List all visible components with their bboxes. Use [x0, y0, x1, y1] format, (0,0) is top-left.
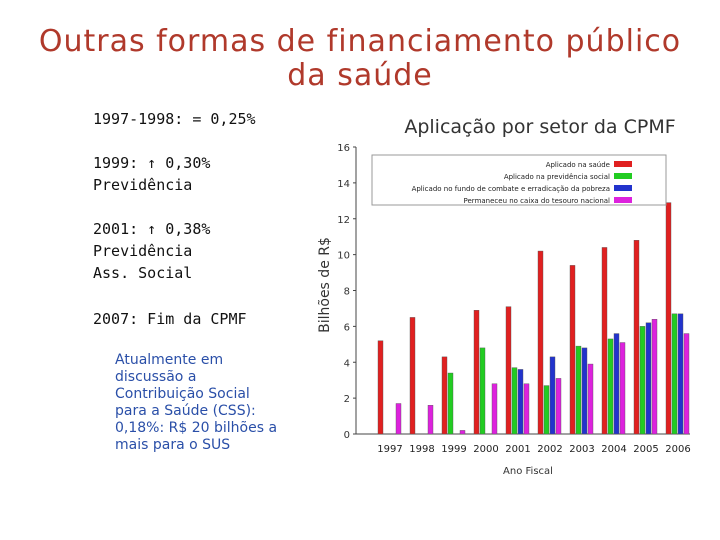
y-tick-label: 10	[337, 251, 350, 262]
bar	[409, 317, 416, 435]
bar	[587, 363, 594, 435]
bar	[677, 313, 684, 435]
legend-swatch	[614, 173, 632, 179]
bar	[633, 240, 640, 435]
y-tick-label: 14	[337, 179, 350, 190]
x-tick-label: 2000	[473, 444, 498, 455]
legend-label: Aplicado na saúde	[546, 161, 610, 169]
x-tick-label: 2005	[633, 444, 658, 455]
bar	[517, 369, 524, 435]
bar	[645, 322, 652, 435]
y-tick-label: 6	[344, 322, 350, 333]
x-tick-label: 1999	[441, 444, 466, 455]
text-line: 2001: ↑ 0,38%	[93, 220, 211, 238]
bar	[479, 347, 486, 435]
bar	[651, 319, 658, 435]
x-tick-label: 2002	[537, 444, 562, 455]
bar	[511, 367, 518, 435]
legend-label: Permaneceu no caixa do tesouro nacional	[464, 197, 611, 205]
text-line: Ass. Social	[93, 264, 193, 282]
y-tick-label: 8	[344, 287, 350, 298]
slide-title: Outras formas de financiamento público	[38, 24, 682, 59]
text-line: 1997-1998: = 0,25%	[93, 110, 256, 128]
bar	[395, 403, 402, 435]
note-line: Atualmente em	[115, 352, 224, 368]
bar	[441, 356, 448, 435]
y-tick-label: 2	[344, 394, 350, 405]
y-tick-label: 0	[344, 430, 350, 441]
text-block: 1999: ↑ 0,30% Previdência	[93, 152, 210, 196]
legend-swatch	[614, 161, 632, 167]
x-axis-label: Ano Fiscal	[503, 466, 553, 477]
y-tick-label: 16	[337, 143, 350, 154]
note-line: para a Saúde (CSS):	[115, 403, 256, 419]
bar	[523, 383, 530, 435]
x-tick-label: 1998	[409, 444, 434, 455]
bar	[377, 340, 384, 435]
y-axis-label: Bilhões de R$	[317, 237, 333, 333]
legend-swatch	[614, 197, 632, 203]
slide-title: da saúde	[287, 58, 433, 93]
x-tick-label: 1997	[377, 444, 402, 455]
bar	[575, 345, 582, 435]
bar	[619, 342, 626, 435]
note-line: 0,18%: R$ 20 bilhões a	[115, 420, 278, 436]
note: Atualmente em discussão a Contribuição Soc…	[115, 352, 277, 454]
text-line: 2007: Fim da CPMF	[93, 310, 247, 328]
note-line: mais para o SUS	[115, 437, 231, 453]
bar	[613, 333, 620, 435]
bar	[581, 347, 588, 435]
text-line: Previdência	[93, 242, 193, 260]
bar	[505, 306, 512, 435]
bar	[607, 338, 614, 435]
legend-swatch	[614, 185, 632, 191]
bar	[639, 326, 646, 435]
y-tick-label: 4	[344, 358, 350, 369]
bar	[601, 247, 608, 435]
y-tick-label: 12	[337, 215, 350, 226]
bar	[555, 378, 562, 435]
bar	[427, 405, 434, 435]
bar	[459, 430, 466, 435]
bar	[549, 356, 556, 435]
note-line: discussão a	[115, 369, 197, 385]
bar	[683, 333, 690, 435]
bar	[671, 313, 678, 435]
x-tick-label: 2001	[505, 444, 530, 455]
text-block: 2001: ↑ 0,38% Previdência Ass. Social	[93, 218, 210, 284]
bar	[537, 250, 544, 435]
bar	[473, 310, 480, 435]
text-block: 1997-1998: = 0,25%	[93, 108, 256, 130]
bar	[491, 383, 498, 435]
bar	[665, 202, 672, 435]
x-tick-label: 2003	[569, 444, 594, 455]
text-block: 2007: Fim da CPMF	[93, 308, 247, 330]
note-line: Contribuição Social	[115, 386, 250, 402]
bar	[543, 385, 550, 435]
chart-title: Aplicação por setor da CPMF	[404, 116, 675, 138]
x-tick-label: 2006	[665, 444, 690, 455]
legend-label: Aplicado no fundo de combate e erradicaç…	[412, 185, 610, 193]
legend-label: Aplicado na previdência social	[504, 173, 610, 181]
text-line: Previdência	[93, 176, 193, 194]
text-line: 1999: ↑ 0,30%	[93, 154, 211, 172]
bar	[569, 265, 576, 435]
x-tick-label: 2004	[601, 444, 626, 455]
bar	[447, 372, 454, 435]
